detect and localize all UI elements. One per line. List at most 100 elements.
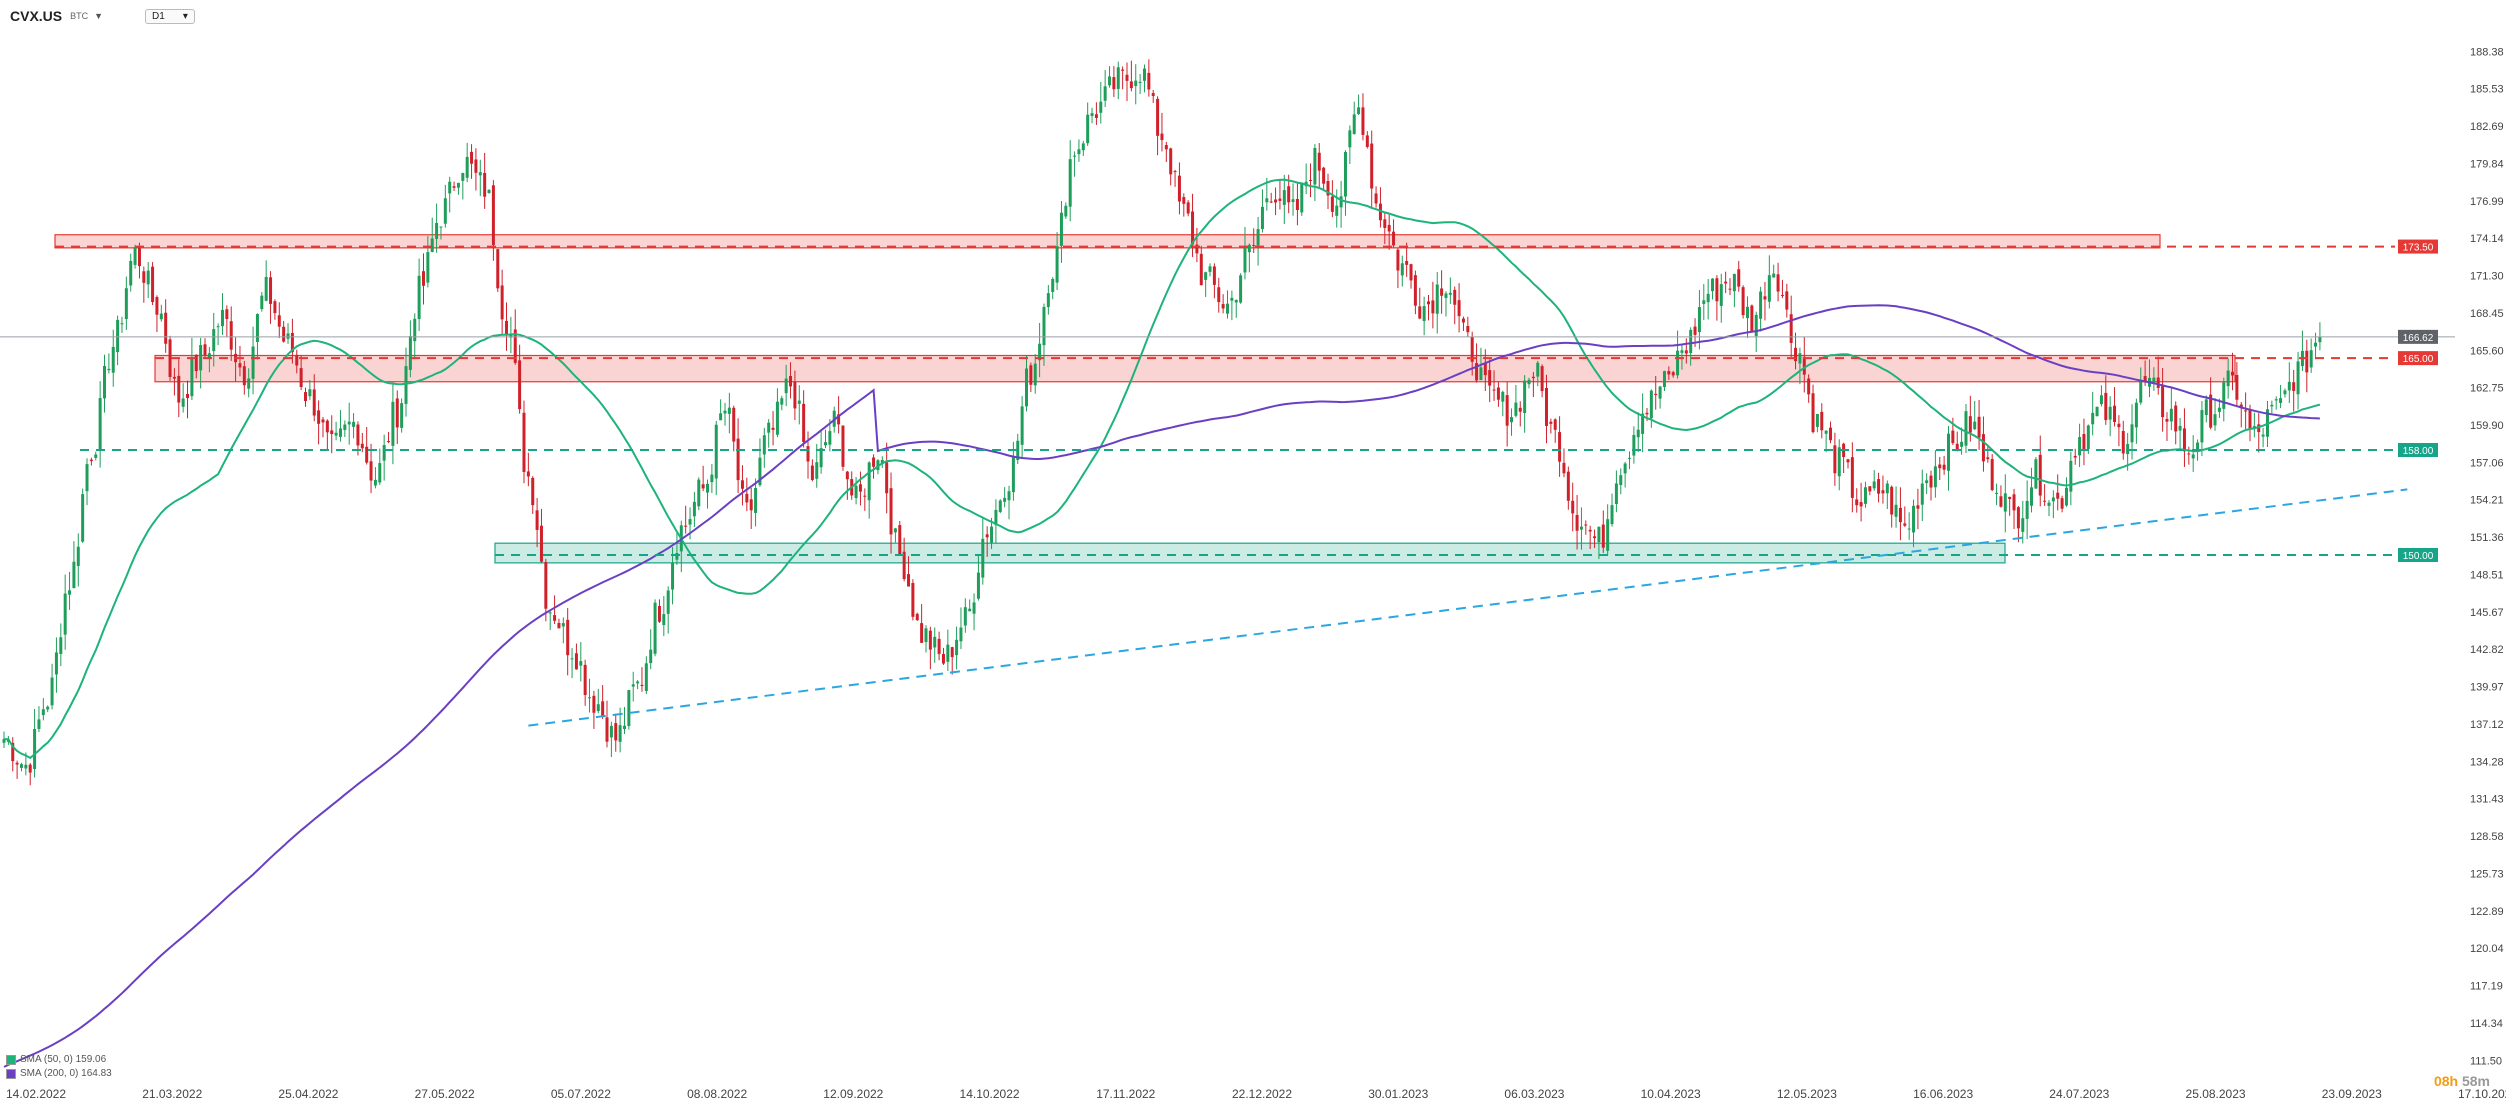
candle-body [2143,376,2147,382]
candle [28,763,32,786]
candle [784,364,788,407]
timeframe-select[interactable]: D1 ▾ [145,8,195,24]
candle [1348,125,1352,164]
candle-body [28,764,32,773]
candle [749,487,753,529]
candle-body [1907,528,1911,530]
candle-body [225,309,229,319]
candle-body [1121,69,1125,71]
symbol-dropdown-icon[interactable]: ▼ [94,11,104,21]
candle [535,498,539,548]
candle [710,464,714,493]
candle-body [2165,418,2169,422]
candle [391,382,395,465]
candle-body [1566,471,1570,501]
candle [2169,388,2173,431]
candle-body [1444,293,1448,298]
candle-body [1496,387,1500,400]
candle-body [133,247,137,265]
sma50-line [3,178,2321,760]
candle-body [902,551,906,580]
candle-body [1658,386,1662,399]
candle-body [710,474,714,483]
candle-body [273,301,277,314]
candle-body [911,583,915,617]
candle [2099,385,2103,407]
zones-layer [54,234,2236,564]
candle-body [2161,384,2165,418]
x-tick-label: 12.09.2022 [823,1087,883,1101]
candle-body [1492,389,1496,391]
candle [373,467,377,489]
candle-body [1177,175,1181,202]
legend-sma50[interactable]: SMA (50, 0) 159.06 [6,1053,112,1067]
candle [172,368,176,396]
candle [68,571,72,610]
candle-body [740,480,744,489]
candle-body [1641,413,1645,434]
candle [1763,281,1767,321]
candle [430,217,434,253]
candle-body [269,277,273,304]
candle-body [688,519,692,525]
candle [933,627,937,663]
candle [1759,286,1763,332]
candle [1177,162,1181,215]
candle-body [1745,306,1749,319]
y-tick-label: 154.21 [2470,495,2504,507]
candle-body [522,412,526,472]
x-tick-label: 08.08.2022 [687,1087,747,1101]
candle [998,499,1002,514]
candle-body [2226,370,2230,387]
legend-sma200[interactable]: SMA (200, 0) 164.83 [6,1067,112,1081]
candle [2130,404,2134,460]
candle [1898,487,1902,541]
candle-body [2117,423,2121,428]
y-tick-label: 139.97 [2470,682,2504,694]
candle-body [37,719,41,729]
candle-body [190,357,194,397]
level-label-text: 173.50 [2403,243,2434,254]
candle-body [736,438,740,481]
candle-body [496,249,500,289]
candle [605,700,609,748]
candle-body [299,368,303,388]
candle [1767,255,1771,309]
candle [714,420,718,496]
candle-body [1090,113,1094,116]
candle [1523,375,1527,433]
candle [452,181,456,191]
candle [2060,495,2064,513]
candle [1986,446,1990,463]
candle-body [2217,407,2221,412]
candle-body [229,321,233,350]
candle-body [1780,294,1784,296]
candle-body [19,764,23,768]
candle [1579,507,1583,550]
candle [81,488,85,543]
candle [2209,377,2213,430]
candle [1252,228,1256,253]
candle [1370,130,1374,208]
candle-body [1754,314,1758,337]
candle-body [566,619,570,656]
candle-body [1461,318,1465,323]
candle [1488,359,1492,403]
candle [1571,482,1575,532]
candle [321,416,325,438]
candle [439,226,443,240]
candle [985,526,989,557]
candle-body [1217,287,1221,303]
candle-body [1514,402,1518,416]
candle [2182,408,2186,467]
candle [579,642,583,682]
candle-body [360,443,364,449]
candle-body [72,561,76,589]
symbol-label[interactable]: CVX.US [10,8,63,24]
candle [1357,94,1361,116]
candle [334,421,338,441]
candle [609,721,613,757]
candle-body [1815,413,1819,427]
candle-body [247,378,251,389]
